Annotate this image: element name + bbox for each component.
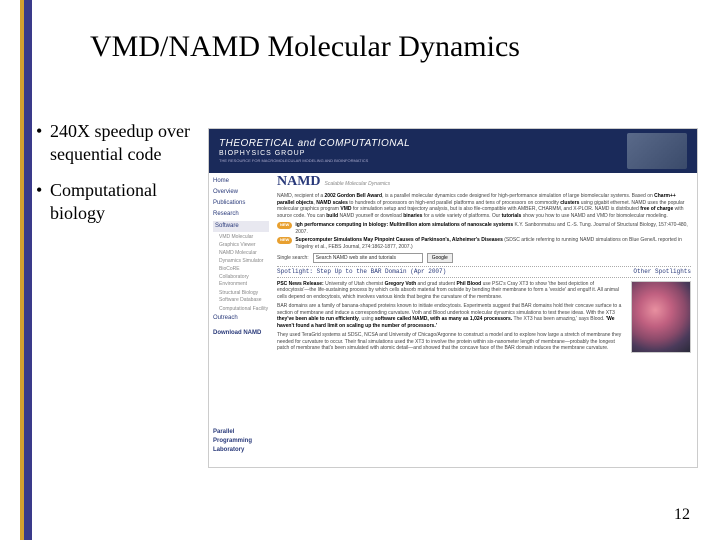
press-para-2: BAR domains are a family of banana-shape… xyxy=(277,303,627,329)
bullet-item: • 240X speedup over sequential code xyxy=(36,120,216,167)
press-text: PSC News Release: University of Utah che… xyxy=(277,281,627,355)
bar-blue-2 xyxy=(28,0,32,540)
spotlight-title[interactable]: Spotlight: Step Up to the BAR Domain (Ap… xyxy=(277,268,446,276)
news-item: NEW Supercomputer Simulations May Pinpoi… xyxy=(277,237,691,250)
sidebar: Home Overview Publications Research Soft… xyxy=(209,173,273,467)
nav-vmd[interactable]: VMD Molecular Graphics Viewer xyxy=(213,234,269,249)
nav-research[interactable]: Research xyxy=(213,210,269,219)
nav-biocore[interactable]: BioCoRE Collaboratory Environment xyxy=(213,266,269,289)
banner-title: THEORETICAL and COMPUTATIONAL xyxy=(219,138,627,150)
banner-image xyxy=(627,133,687,169)
download-link[interactable]: Download NAMD xyxy=(213,329,269,338)
search-button[interactable]: Google xyxy=(427,253,453,263)
nav-outreach[interactable]: Outreach xyxy=(213,314,269,323)
news-badge-icon: NEW xyxy=(277,237,292,243)
slide-title: VMD/NAMD Molecular Dynamics xyxy=(90,30,690,64)
nav-facility[interactable]: Computational Facility xyxy=(213,306,269,314)
banner-text: THEORETICAL and COMPUTATIONAL BIOPHYSICS… xyxy=(219,138,627,163)
nav-overview[interactable]: Overview xyxy=(213,188,269,197)
nav-namd[interactable]: NAMD Molecular Dynamics Simulator xyxy=(213,250,269,265)
search-row: Single search: Google xyxy=(277,253,691,263)
bullet-text: 240X speedup over sequential code xyxy=(50,120,216,167)
news-item: NEW igh performance computing in biology… xyxy=(277,222,691,235)
search-label: Single search: xyxy=(277,255,309,262)
press-image xyxy=(631,281,691,353)
nav-home[interactable]: Home xyxy=(213,177,269,186)
banner-tagline: THE RESOURCE FOR MACROMOLECULAR MODELING… xyxy=(219,159,627,164)
webpage-screenshot: THEORETICAL and COMPUTATIONAL BIOPHYSICS… xyxy=(208,128,698,468)
site-banner: THEORETICAL and COMPUTATIONAL BIOPHYSICS… xyxy=(209,129,697,173)
spotlight-bar: Spotlight: Step Up to the BAR Domain (Ap… xyxy=(277,266,691,278)
logo-row: NAMD Scalable Molecular Dynamics xyxy=(277,173,691,191)
namd-tagline: Scalable Molecular Dynamics xyxy=(325,181,391,188)
press-para-3: They used TeraGrid systems at SDSC, NCSA… xyxy=(277,332,627,352)
news-badge-icon: NEW xyxy=(277,222,292,228)
main-area: Home Overview Publications Research Soft… xyxy=(209,173,697,467)
content-area: NAMD Scalable Molecular Dynamics NAMD, r… xyxy=(273,173,697,467)
bullet-list: • 240X speedup over sequential code • Co… xyxy=(36,120,216,238)
nav-software[interactable]: Software xyxy=(213,221,269,232)
intro-paragraph: NAMD, recipient of a 2002 Gordon Bell Aw… xyxy=(277,193,691,219)
other-spotlights-link[interactable]: Other Spotlights xyxy=(633,268,691,276)
namd-logo: NAMD xyxy=(277,173,321,191)
news-text: igh performance computing in biology: Mu… xyxy=(295,222,691,235)
page-number: 12 xyxy=(674,506,690,524)
press-area: PSC News Release: University of Utah che… xyxy=(277,281,691,355)
search-input[interactable] xyxy=(313,253,423,263)
lab-link[interactable]: Parallel Programming Laboratory xyxy=(213,428,269,455)
nav-sbsd[interactable]: Structural Biology Software Database xyxy=(213,290,269,305)
accent-bar xyxy=(20,0,32,540)
bullet-text: Computational biology xyxy=(50,179,216,226)
bullet-dot: • xyxy=(36,120,50,167)
bullet-dot: • xyxy=(36,179,50,226)
bullet-item: • Computational biology xyxy=(36,179,216,226)
news-text: Supercomputer Simulations May Pinpoint C… xyxy=(295,237,691,250)
nav-publications[interactable]: Publications xyxy=(213,199,269,208)
